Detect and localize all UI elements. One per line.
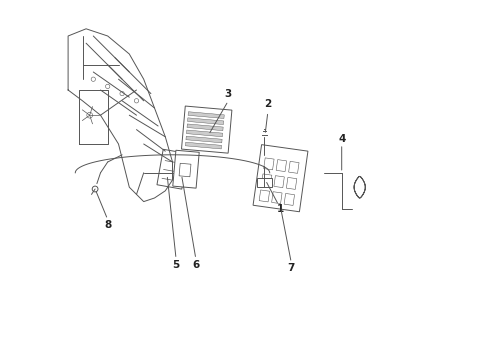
Text: 5: 5	[172, 260, 180, 270]
Text: 7: 7	[287, 263, 294, 273]
Polygon shape	[186, 130, 222, 137]
Polygon shape	[185, 136, 222, 143]
Polygon shape	[186, 124, 223, 131]
Text: 3: 3	[224, 89, 231, 99]
Polygon shape	[253, 145, 307, 212]
Polygon shape	[172, 150, 199, 188]
Circle shape	[105, 84, 110, 89]
Polygon shape	[187, 118, 223, 125]
Circle shape	[120, 91, 124, 96]
Polygon shape	[181, 106, 231, 153]
Circle shape	[92, 186, 98, 192]
Circle shape	[91, 77, 95, 81]
Polygon shape	[188, 112, 224, 118]
Text: 1: 1	[276, 204, 284, 214]
Text: 8: 8	[104, 220, 111, 230]
Polygon shape	[185, 142, 221, 149]
Circle shape	[134, 99, 139, 103]
Circle shape	[87, 112, 92, 118]
Polygon shape	[157, 149, 188, 189]
Text: 2: 2	[264, 99, 271, 109]
Text: 4: 4	[337, 134, 345, 144]
Text: 6: 6	[192, 260, 199, 270]
Bar	[257, 178, 271, 187]
